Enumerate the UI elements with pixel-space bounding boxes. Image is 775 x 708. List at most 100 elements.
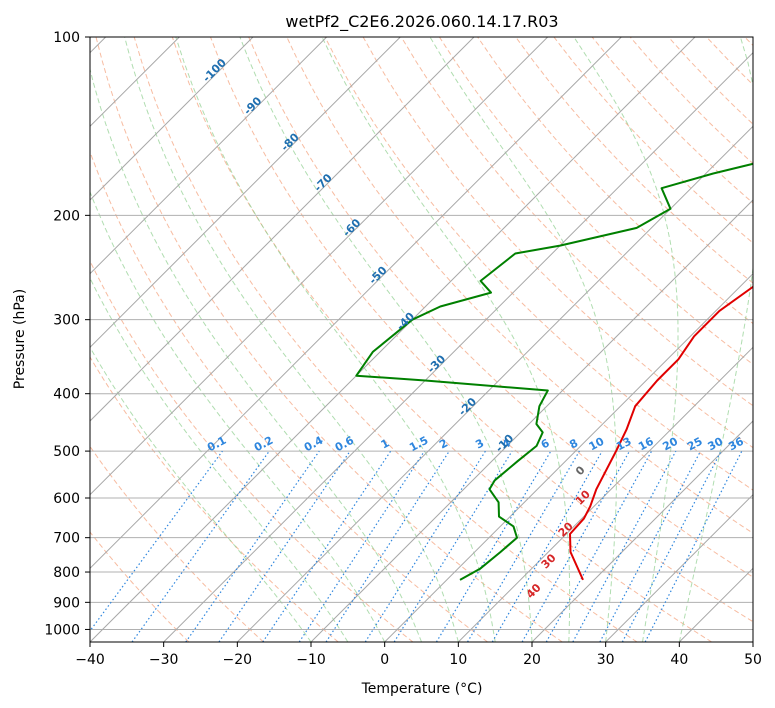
moist-adiabat bbox=[124, 37, 459, 642]
x-tick-label: −10 bbox=[296, 652, 326, 668]
moist-adiabat bbox=[90, 346, 312, 642]
mixing-ratio-label: 8 bbox=[567, 436, 580, 451]
dry-adiabat bbox=[90, 531, 190, 642]
mixing-ratio-line bbox=[262, 450, 392, 642]
moist-adiabat-label: 0 bbox=[573, 463, 588, 478]
isotherm-line bbox=[90, 37, 549, 496]
x-tick-label: 40 bbox=[670, 652, 688, 668]
mixing-ratio-line bbox=[364, 450, 486, 642]
mixing-ratio-line bbox=[90, 450, 223, 632]
moist-adiabat bbox=[239, 37, 533, 642]
isotherm-label: -70 bbox=[312, 171, 335, 194]
x-tick-label: −40 bbox=[75, 652, 105, 668]
isotherm-line bbox=[605, 493, 753, 642]
isotherm-line bbox=[236, 125, 753, 642]
isotherm-line bbox=[310, 199, 753, 642]
mixing-ratio-line bbox=[393, 450, 513, 642]
isotherm-line bbox=[90, 37, 401, 349]
isotherm-label: -80 bbox=[279, 130, 302, 153]
mixing-ratio-line bbox=[545, 450, 653, 642]
dry-adiabat bbox=[706, 37, 753, 86]
x-tick-label: 50 bbox=[744, 652, 762, 668]
mixing-ratio-label: 20 bbox=[660, 435, 680, 454]
y-tick-label: 700 bbox=[53, 531, 80, 547]
isotherm-line bbox=[90, 37, 622, 570]
isotherm-line bbox=[678, 567, 753, 642]
mixing-ratio-label: 10 bbox=[587, 435, 607, 454]
mixing-ratio-label: 16 bbox=[636, 435, 656, 454]
isotherm-line bbox=[90, 37, 254, 201]
isotherm-line bbox=[457, 346, 753, 642]
plot-frame bbox=[89, 36, 754, 643]
chart-title: wetPf2_C2E6.2026.060.14.17.R03 bbox=[285, 12, 558, 32]
moist-adiabat bbox=[678, 37, 753, 642]
y-tick-label: 600 bbox=[53, 491, 80, 507]
dry-adiabat bbox=[324, 37, 753, 491]
isotherm-line bbox=[90, 37, 328, 275]
mixing-ratio-line bbox=[435, 450, 552, 642]
isotherm-line bbox=[384, 272, 753, 642]
isotherm-label: -60 bbox=[340, 216, 363, 239]
y-tick-label: 500 bbox=[53, 444, 80, 460]
dry-adiabat bbox=[90, 445, 264, 642]
moist-adiabat bbox=[429, 37, 617, 642]
moist-adiabat bbox=[90, 276, 349, 642]
mixing-ratio-label: 1 bbox=[379, 436, 392, 451]
y-tick-label: 200 bbox=[53, 208, 80, 224]
isotherm-label: -30 bbox=[425, 352, 448, 375]
dry-adiabat bbox=[591, 37, 753, 204]
dry-adiabat bbox=[668, 37, 753, 125]
mixing-ratio-label: 6 bbox=[539, 436, 552, 451]
dry-adiabat bbox=[248, 37, 753, 578]
dry-adiabat bbox=[95, 37, 563, 642]
dewpoint-line bbox=[355, 162, 753, 581]
isotherm-label: -40 bbox=[394, 310, 417, 333]
mixing-ratio-line bbox=[466, 450, 580, 642]
dry-adiabat bbox=[90, 356, 339, 642]
mixing-ratio-label: 36 bbox=[726, 435, 746, 454]
dry-adiabat bbox=[400, 37, 753, 407]
y-tick-label: 400 bbox=[53, 387, 80, 403]
mixing-ratio-label: 13 bbox=[614, 435, 634, 454]
y-axis-title: Pressure (hPa) bbox=[12, 289, 28, 389]
mixing-ratio-line bbox=[218, 450, 351, 642]
dry-adiabat bbox=[744, 37, 753, 47]
mixing-ratio-line bbox=[644, 450, 743, 642]
mixing-ratio-line bbox=[599, 450, 702, 642]
y-tick-label: 800 bbox=[53, 565, 80, 581]
isotherm-line bbox=[163, 51, 753, 642]
mixing-ratio-label: 3 bbox=[473, 436, 486, 451]
x-tick-label: 30 bbox=[597, 652, 615, 668]
moist-adiabat bbox=[90, 67, 422, 642]
dry-adiabat bbox=[515, 37, 753, 284]
mixing-ratio-label: 30 bbox=[706, 435, 726, 454]
dry-adiabat bbox=[210, 37, 753, 623]
x-axis-title: Temperature (°C) bbox=[361, 681, 483, 697]
mixing-ratio-line bbox=[491, 450, 603, 642]
dry-adiabat bbox=[438, 37, 753, 366]
moist-adiabat bbox=[90, 190, 386, 642]
x-tick-label: 10 bbox=[449, 652, 467, 668]
isotherm-line bbox=[531, 420, 753, 642]
mixing-ratio-line bbox=[298, 450, 425, 642]
y-tick-label: 1000 bbox=[44, 622, 80, 638]
mixing-ratio-label: 25 bbox=[685, 435, 705, 454]
temperature-line bbox=[569, 285, 753, 581]
mixing-ratio-line bbox=[325, 450, 450, 642]
mixing-ratio-line bbox=[521, 450, 631, 642]
moist-adiabat-label: 30 bbox=[539, 551, 559, 571]
x-tick-label: 20 bbox=[523, 652, 541, 668]
moist-adiabat bbox=[175, 37, 496, 642]
y-tick-label: 100 bbox=[53, 30, 80, 46]
dry-adiabat bbox=[90, 150, 488, 642]
isotherm-line bbox=[90, 37, 475, 422]
mixing-ratio-line bbox=[572, 450, 677, 642]
dry-adiabat bbox=[133, 37, 638, 642]
isotherm-label: -90 bbox=[241, 94, 264, 117]
y-tick-label: 900 bbox=[53, 595, 80, 611]
isotherm-label: -100 bbox=[200, 56, 229, 85]
isotherm-line bbox=[752, 641, 753, 642]
mixing-ratio-line bbox=[185, 450, 320, 642]
mixing-ratio-line bbox=[621, 450, 722, 642]
isotherm-line bbox=[90, 37, 696, 642]
